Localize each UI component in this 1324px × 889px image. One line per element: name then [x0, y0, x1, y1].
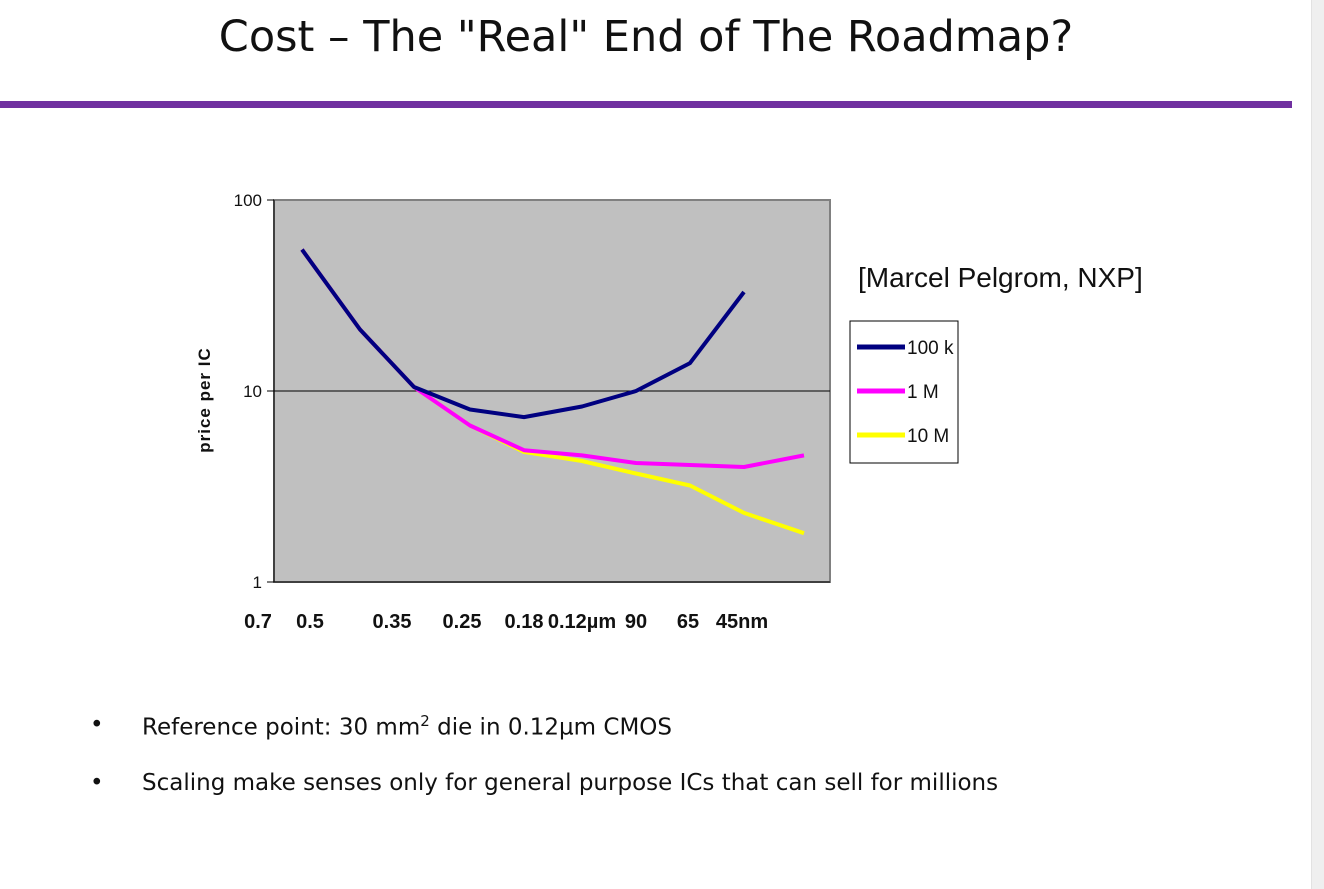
title-rule: [0, 101, 1292, 108]
bullet-item: • Reference point: 30 mm2 die in 0.12µm …: [88, 712, 998, 770]
x-tick-label: 45nm: [716, 611, 768, 633]
x-tick-label: 0.18: [505, 611, 544, 633]
x-tick-label: 0.25: [443, 611, 482, 633]
legend-item: 10 M: [857, 426, 949, 447]
x-tick-label: 0.35: [373, 611, 412, 633]
page-title: Cost – The "Real" End of The Roadmap?: [218, 12, 1074, 62]
x-tick-label: 90: [625, 611, 647, 633]
scrollbar[interactable]: [1311, 0, 1324, 889]
plot-area: [273, 199, 831, 583]
series-lines: [300, 248, 805, 536]
bullet-dot: •: [90, 770, 104, 796]
bullet-text: Reference point: 30 mm: [142, 714, 421, 741]
source-citation: [Marcel Pelgrom, NXP]: [858, 262, 1143, 293]
axis-ticks: 1 10 100 0.7 0.5 0.35 0.25 0.18 0.12µm 90 65 45nm: [234, 191, 769, 633]
bullet-text: Scaling make senses only for general pur…: [142, 770, 999, 796]
cost-chart: 1 10 100 0.7 0.5 0.35 0.25 0.18 0.12µm 90 65 45nm p…: [195, 191, 831, 633]
legend-items: 100 k 1 M 10 M: [857, 338, 954, 447]
legend-label: 10 M: [907, 426, 949, 447]
bullet-list: • Reference point: 30 mm2 die in 0.12µm …: [88, 712, 998, 828]
series-line-100k: [300, 248, 746, 420]
x-tick-label: 0.5: [296, 611, 324, 633]
chart-legend: 100 k 1 M 10 M: [849, 320, 959, 464]
x-tick-label: 65: [677, 611, 699, 633]
y-tick-label: 10: [243, 382, 262, 401]
legend-item: 1 M: [857, 382, 939, 403]
x-tick-label: 0.12µm: [548, 611, 616, 633]
legend-item: 100 k: [857, 338, 954, 359]
bullet-superscript: 2: [420, 712, 430, 730]
bullet-text-continued: die in 0.12µm CMOS: [429, 714, 673, 741]
legend-label: 1 M: [907, 382, 939, 403]
legend-label: 100 k: [907, 338, 954, 359]
y-tick-label: 100: [234, 191, 262, 210]
x-tick-label: 0.7: [244, 611, 272, 633]
bullet-dot: •: [90, 712, 104, 738]
y-axis-label: price per IC: [195, 347, 214, 453]
bullet-item: • Scaling make senses only for general p…: [88, 770, 998, 828]
y-tick-label: 1: [253, 573, 262, 592]
